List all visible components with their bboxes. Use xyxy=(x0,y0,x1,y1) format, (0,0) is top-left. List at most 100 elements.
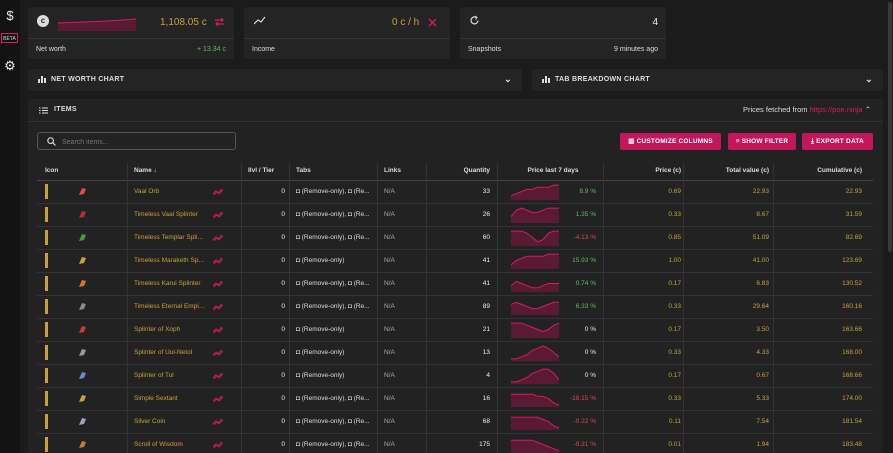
column-divider xyxy=(127,163,128,453)
item-icon xyxy=(79,326,86,333)
price-sparkline xyxy=(511,230,559,246)
export-data-button[interactable]: ⤓ EXPORT DATA xyxy=(802,133,873,150)
trend-chart-icon[interactable] xyxy=(213,418,223,425)
gear-icon[interactable]: ⚙ xyxy=(4,58,16,73)
refresh-icon[interactable] xyxy=(469,15,480,26)
table-row[interactable]: Scroll of Wisdom 0 ◘ (Remove-only), ◘ (Re.… xyxy=(37,433,873,453)
customize-columns-button[interactable]: ▥ CUSTOMIZE COLUMNS xyxy=(620,133,721,150)
item-tabs: ◘ (Remove-only), ◘ (Re... xyxy=(296,280,370,287)
row-accent xyxy=(45,299,48,314)
col-name[interactable]: Name ↓ xyxy=(134,167,157,174)
item-name[interactable]: Splinter of Xoph xyxy=(134,326,181,333)
item-price: 0.11 xyxy=(668,418,681,425)
table-row[interactable]: Splinter of Uul-Netol 0 ◘ (Remove-only) N/A… xyxy=(37,341,873,365)
trend-chart-icon[interactable] xyxy=(213,441,223,448)
item-name[interactable]: Timeless Eternal Empire... xyxy=(134,303,206,310)
beta-badge: BETA xyxy=(1,33,18,43)
item-links: N/A xyxy=(384,303,395,310)
item-cumulative: 181.54 xyxy=(842,418,862,425)
item-icon xyxy=(79,349,86,356)
networth-chart-panel[interactable]: NET WORTH CHART ⌄ xyxy=(28,69,522,91)
chevron-down-icon[interactable]: ⌄ xyxy=(504,74,512,84)
col-cumulative[interactable]: Cumulative (c) xyxy=(817,167,862,174)
scrollbar[interactable] xyxy=(887,0,893,453)
price-sparkline xyxy=(511,439,559,453)
chevron-down-icon[interactable]: ⌄ xyxy=(865,74,873,84)
row-accent xyxy=(45,253,48,268)
item-links: N/A xyxy=(384,372,395,379)
trend-chart-icon[interactable] xyxy=(213,188,223,195)
items-header[interactable]: ITEMS Prices fetched from https://poe.ni… xyxy=(28,99,883,122)
item-name[interactable]: Timeless Vaal Splinter xyxy=(134,211,198,218)
item-name[interactable]: Scroll of Wisdom xyxy=(134,441,183,448)
trend-chart-icon[interactable] xyxy=(213,349,223,356)
col-links[interactable]: Links xyxy=(384,167,401,174)
table-row[interactable]: Splinter of Tul 0 ◘ (Remove-only) N/A 4 0 % 0.… xyxy=(37,364,873,388)
item-name[interactable]: Timeless Karui Splinter xyxy=(134,280,201,287)
table-row[interactable]: Timeless Vaal Splinter 0 ◘ (Remove-only), … xyxy=(37,203,873,227)
networth-label: Net worth xyxy=(36,46,66,53)
trend-chart-icon[interactable] xyxy=(213,372,223,379)
trend-chart-icon[interactable] xyxy=(213,395,223,402)
item-total: 29.64 xyxy=(752,303,769,310)
columns-icon: ▥ xyxy=(628,138,637,145)
col-tabs[interactable]: Tabs xyxy=(296,167,311,174)
col-price[interactable]: Price (c) xyxy=(655,167,681,174)
item-name[interactable]: Timeless Maraketh Splin... xyxy=(134,257,206,264)
tab-breakdown-panel[interactable]: TAB BREAKDOWN CHART ⌄ xyxy=(532,69,883,91)
col-quantity[interactable]: Quantity xyxy=(463,167,490,174)
search-input[interactable] xyxy=(60,135,234,149)
table-row[interactable]: Vaal Orb 0 ◘ (Remove-only), ◘ (Re... N/A 33 8… xyxy=(37,180,873,204)
item-name[interactable]: Silver Coin xyxy=(134,418,166,425)
col-ilvl[interactable]: Ilvl / Tier xyxy=(248,167,275,174)
dollar-icon[interactable]: $ xyxy=(6,8,14,23)
item-ilvl: 0 xyxy=(281,326,285,333)
trend-chart-icon[interactable] xyxy=(213,257,223,264)
col-total[interactable]: Total value (c) xyxy=(725,167,769,174)
networth-value: 1,108.05 c xyxy=(160,17,207,28)
close-icon[interactable] xyxy=(428,18,437,27)
show-filter-button[interactable]: ≡ SHOW FILTER xyxy=(728,133,796,150)
item-name[interactable]: Timeless Templar Splint... xyxy=(134,234,206,241)
trend-chart-icon[interactable] xyxy=(213,234,223,241)
table-row[interactable]: Timeless Karui Splinter 0 ◘ (Remove-only),… xyxy=(37,272,873,296)
swap-icon[interactable] xyxy=(214,17,225,27)
snapshots-time: 9 minutes ago xyxy=(614,46,658,53)
table-row[interactable]: Timeless Maraketh Splin... 0 ◘ (Remove-onl… xyxy=(37,249,873,273)
price-sparkline xyxy=(511,301,559,315)
item-icon xyxy=(79,280,86,287)
item-tabs: ◘ (Remove-only) xyxy=(296,349,345,356)
col-price-7d[interactable]: Price last 7 days xyxy=(527,167,579,174)
item-quantity: 33 xyxy=(482,188,490,195)
item-total: 51.09 xyxy=(752,234,769,241)
item-name[interactable]: Vaal Orb xyxy=(134,188,160,195)
poe-ninja-link[interactable]: https://poe.ninja xyxy=(809,105,863,114)
table-row[interactable]: Splinter of Xoph 0 ◘ (Remove-only) N/A 21 0 %… xyxy=(37,318,873,342)
col-icon[interactable]: Icon xyxy=(45,167,59,174)
chevron-up-icon[interactable]: ⌃ xyxy=(864,105,871,114)
item-total: 8.67 xyxy=(756,211,769,218)
income-label: Income xyxy=(252,46,275,53)
item-name[interactable]: Splinter of Uul-Netol xyxy=(134,349,193,356)
search-box[interactable] xyxy=(37,132,236,150)
filter-icon: ≡ xyxy=(735,138,742,145)
coin-icon: c xyxy=(37,15,49,27)
networth-sparkline xyxy=(58,18,136,31)
item-icon xyxy=(79,257,86,264)
item-ilvl: 0 xyxy=(281,441,285,448)
item-quantity: 89 xyxy=(482,303,490,310)
table-row[interactable]: Silver Coin 0 ◘ (Remove-only), ◘ (Re... N/A… xyxy=(37,410,873,434)
networth-card: c 1,108.05 c Net worth + 13.34 c xyxy=(28,7,234,59)
trend-chart-icon[interactable] xyxy=(213,211,223,218)
table-row[interactable]: Timeless Eternal Empire... 0 ◘ (Remove-onl… xyxy=(37,295,873,319)
row-accent xyxy=(45,414,48,429)
trend-chart-icon[interactable] xyxy=(213,280,223,287)
item-name[interactable]: Simple Sextant xyxy=(134,395,178,402)
item-links: N/A xyxy=(384,188,395,195)
item-links: N/A xyxy=(384,418,395,425)
table-row[interactable]: Timeless Templar Splint... 0 ◘ (Remove-onl… xyxy=(37,226,873,250)
table-row[interactable]: Simple Sextant 0 ◘ (Remove-only), ◘ (Re...… xyxy=(37,387,873,411)
trend-chart-icon[interactable] xyxy=(213,303,223,310)
trend-chart-icon[interactable] xyxy=(213,326,223,333)
item-name[interactable]: Splinter of Tul xyxy=(134,372,174,379)
